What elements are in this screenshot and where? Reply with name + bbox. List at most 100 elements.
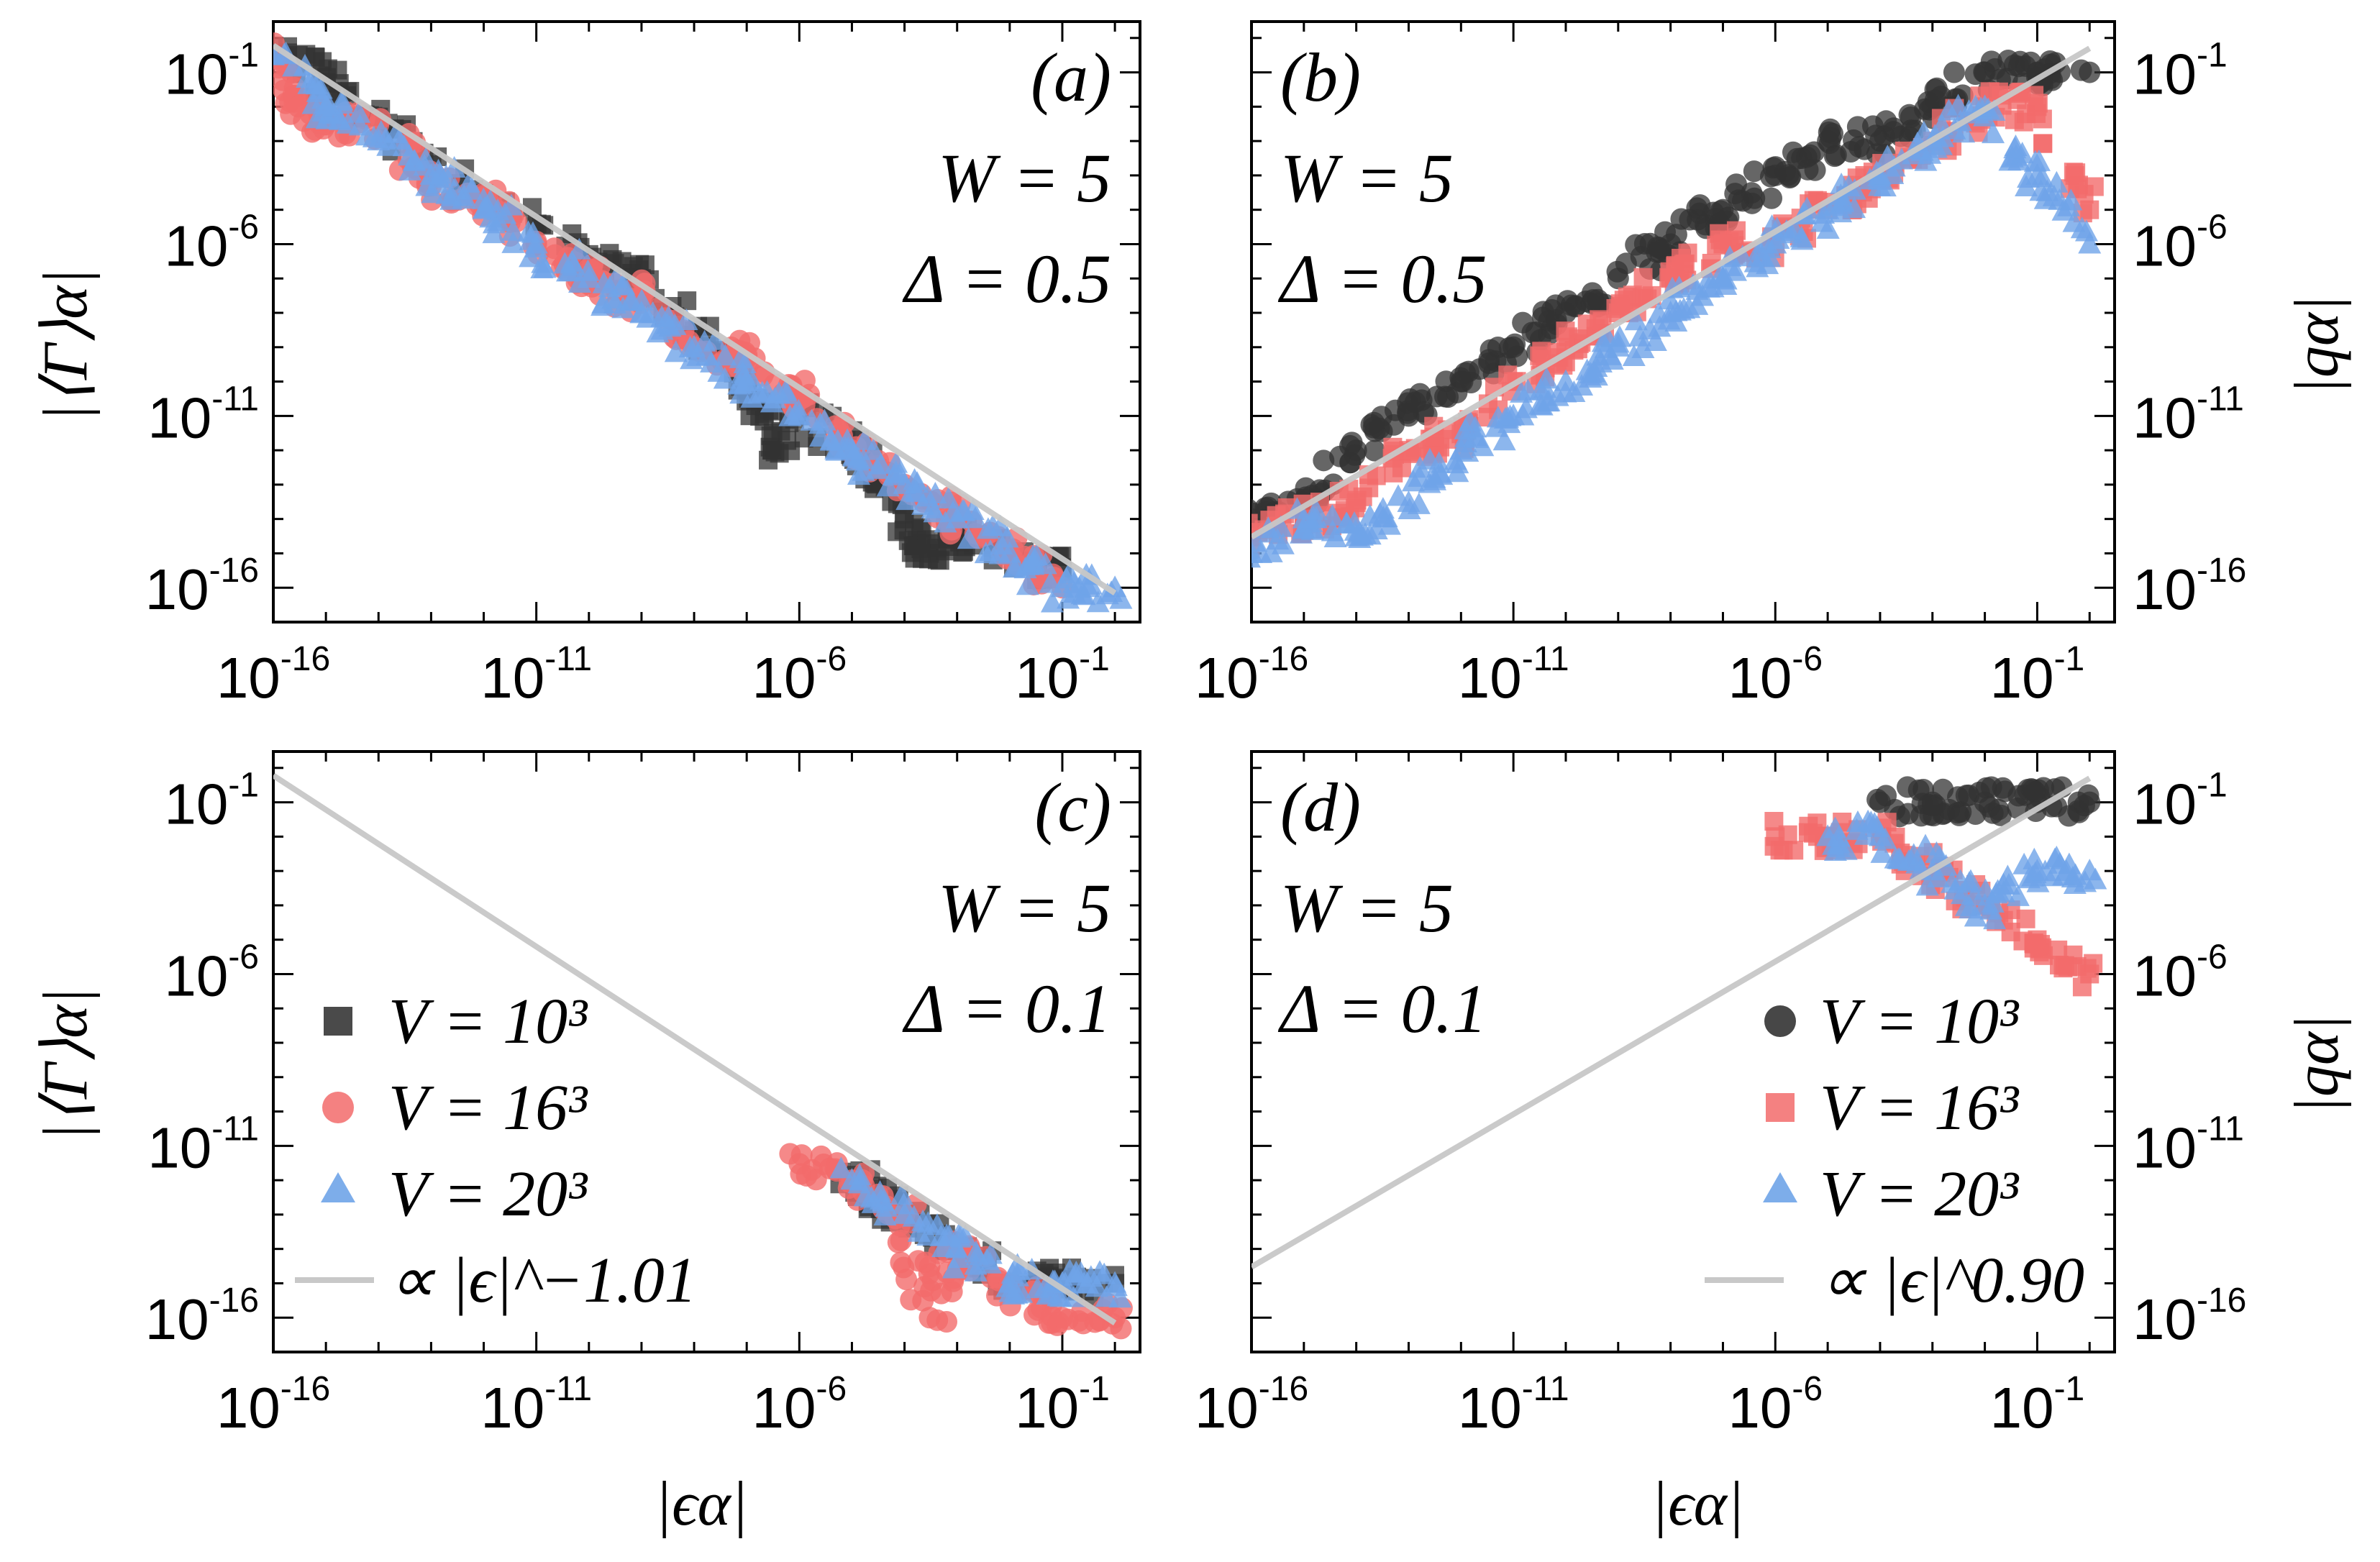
panel-label: (a) (1031, 39, 1111, 116)
data-point (367, 129, 391, 151)
y-tick-label: 10-11 (2133, 1110, 2244, 1179)
scatter-point (457, 170, 481, 193)
scatter-point (1925, 841, 1948, 863)
scatter-point (2058, 957, 2078, 977)
scatter-point (501, 231, 525, 253)
data-point (1450, 370, 1472, 393)
data-point (840, 1168, 864, 1190)
y-tick-label: 10-11 (2133, 380, 2244, 449)
data-point (788, 403, 811, 426)
x-axis-title-left: |ϵα| (655, 1469, 748, 1539)
data-point (629, 301, 653, 323)
legend-right-label-2: V = 16³ (1820, 1072, 2020, 1143)
scatter-point (1427, 451, 1451, 473)
scatter-point (1512, 311, 1534, 334)
scatter-point (713, 344, 737, 366)
scatter-point (1007, 1259, 1031, 1281)
scatter-point (1408, 456, 1432, 478)
y-tick-label: 10-16 (145, 1282, 259, 1351)
y-tick-label: 10-1 (164, 37, 259, 106)
scatter-point (2015, 175, 2038, 197)
scatter-point (543, 237, 565, 260)
x-tick-label-base: 10 (1015, 646, 1079, 710)
scatter-point (953, 1224, 977, 1246)
y-tick-label: 10-6 (164, 208, 259, 278)
x-tick-label-base: 10 (1990, 646, 2054, 710)
scatter-point (347, 101, 371, 123)
scatter-point (1731, 190, 1754, 212)
x-tick-label-base: 10 (1728, 1376, 1792, 1440)
y-tick-label-base: 10 (145, 557, 209, 621)
scatter-point (348, 114, 372, 136)
y-tick-label-exponent: -1 (228, 767, 259, 805)
panel-annotation: Δ = 0.1 (902, 970, 1111, 1047)
data-point (1554, 369, 1577, 391)
x-tick-label-exponent: -16 (281, 640, 330, 678)
scatter-point (501, 219, 525, 241)
scatter-point (1458, 409, 1482, 431)
x-tick-label: 10-11 (1458, 1370, 1569, 1440)
y-axis-title-top-left: |⟨Γ⟩α| (31, 268, 101, 421)
x-tick-label-base: 10 (1458, 646, 1522, 710)
scatter-point (1799, 144, 1821, 166)
scatter-point (1313, 449, 1335, 472)
scatter-point (2023, 150, 2047, 172)
scatter-point (979, 539, 1003, 562)
y-tick-label-base: 10 (164, 772, 228, 836)
data-point (895, 509, 914, 529)
x-tick-label: 10-1 (1990, 1370, 2085, 1440)
scatter-point (1843, 196, 1866, 219)
scatter-point (1036, 1283, 1059, 1305)
scatter-point (282, 55, 306, 77)
scatter-point (1434, 385, 1456, 408)
scatter-point (1887, 847, 1910, 869)
x-tick-label-exponent: -11 (544, 1370, 592, 1408)
scatter-point (1040, 590, 1064, 613)
scatter-point (1959, 869, 1982, 891)
data-point (1398, 405, 1420, 427)
series-0 (1866, 776, 2101, 828)
scatter-point (2003, 137, 2027, 159)
data-point (2078, 232, 2102, 254)
x-tick-label: 10-1 (1015, 640, 1110, 710)
y-tick-label-base: 10 (164, 944, 228, 1008)
scatter-point (2064, 163, 2083, 182)
scatter-point (852, 447, 875, 470)
scatter-point (1371, 497, 1395, 519)
data-point (1397, 490, 1421, 512)
scatter-point (1446, 460, 1469, 483)
series-0 (1251, 50, 2101, 533)
legend-right-marker-circle (1764, 1005, 1796, 1037)
data-point (762, 441, 782, 460)
scatter-point (1016, 573, 1039, 595)
x-tick-label-base: 10 (216, 1376, 281, 1440)
panel-b: 10-16 10-11 10-6 10-110-110-610-1110-16(b)W… (1195, 20, 2246, 710)
scatter-point (650, 318, 674, 340)
scatter-point (482, 211, 506, 234)
x-tick-label-base: 10 (1990, 1376, 2054, 1440)
x-tick-label-exponent: -11 (1522, 1370, 1569, 1408)
plot-area (1251, 45, 2104, 568)
data-point (998, 1271, 1021, 1293)
data-point (1869, 130, 1891, 152)
data-point (1816, 824, 1840, 846)
data-point (2078, 859, 2102, 881)
scatter-point (890, 1182, 913, 1205)
panel-label: (b) (1280, 39, 1361, 116)
scatter-point (847, 463, 870, 485)
x-tick-label: 10-16 (1195, 1370, 1308, 1440)
x-axis-title-right: |ϵα| (1651, 1469, 1744, 1539)
scatter-point (1624, 309, 1648, 331)
x-tick-label: 10-6 (1728, 640, 1823, 710)
data-point (945, 506, 969, 529)
x-tick-label-exponent: -6 (816, 1370, 847, 1408)
scatter-point (1723, 259, 1747, 281)
legend-left-marker-square (324, 1007, 352, 1036)
scatter-point (1358, 504, 1382, 526)
data-point (1607, 268, 1629, 290)
data-point (1449, 438, 1473, 460)
x-tick-label-exponent: -1 (1079, 640, 1110, 678)
scatter-point (1782, 216, 1806, 239)
scatter-point (819, 429, 843, 451)
legend-left-fit-label: ∝ |ϵ|^−1.01 (388, 1245, 697, 1316)
